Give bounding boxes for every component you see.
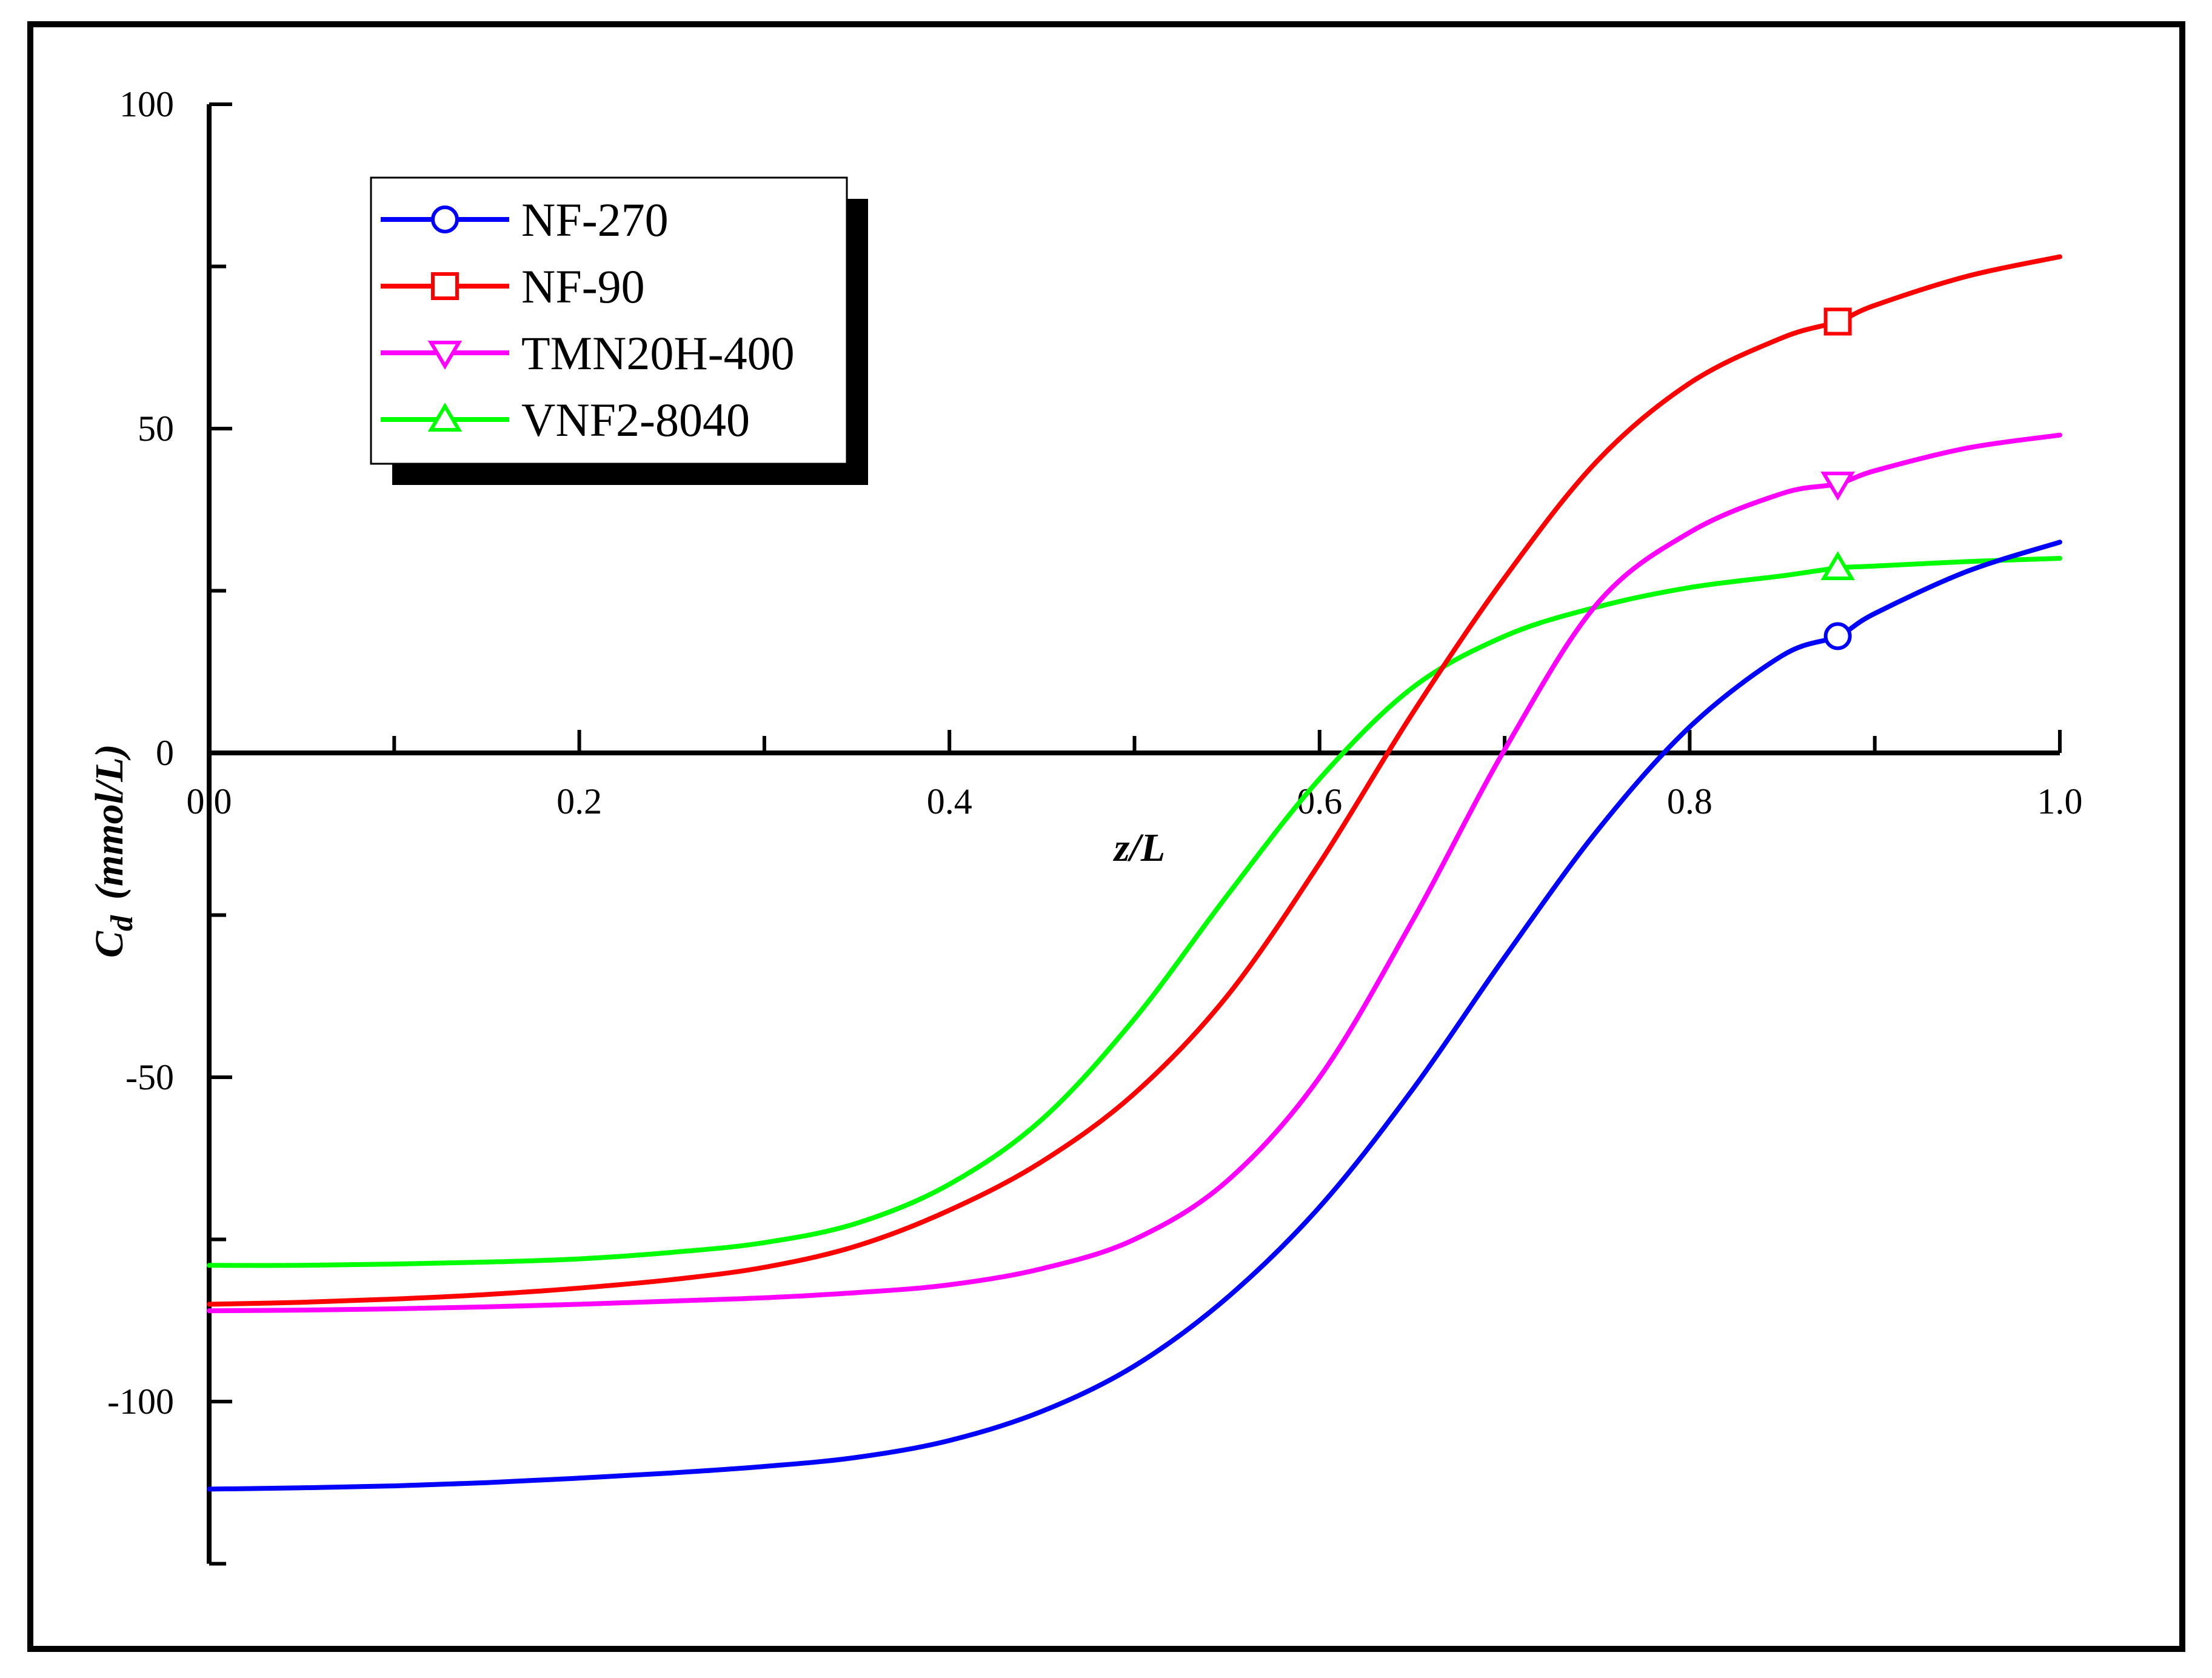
y-tick-label: 0 [156, 733, 174, 773]
series-nf-90 [207, 254, 2062, 1307]
y-tick-label: -100 [107, 1382, 174, 1422]
series-marker-vnf2-8040 [1820, 551, 1855, 581]
legend: NF-270 NF-90 TMN20H-400 VNF2-8040 [370, 176, 868, 485]
y-axis-title: Cd (mmol/L) [87, 744, 139, 958]
x-tick-label: 1.0 [2037, 781, 2083, 821]
legend-marker-vnf2-8040 [427, 403, 463, 432]
axes: 100 50 0 -50 -100 0.0 0.2 0.4 0.6 0.8 1.0 [107, 84, 2083, 1566]
legend-label-nf-90: NF-90 [521, 260, 645, 313]
legend-item-nf-270: NF-270 [381, 193, 669, 246]
series-marker-nf-270 [1823, 622, 1852, 650]
y-axis-title-units: (mmol/L) [87, 744, 132, 900]
y-axis-title-sub: d [105, 915, 139, 931]
legend-label-nf-270: NF-270 [521, 193, 669, 246]
x-axis-title: z/L [1113, 826, 1165, 870]
series-line-vnf2-8040 [207, 556, 2062, 1268]
series-line-nf-270 [207, 540, 2062, 1492]
legend-label-tmn20h-400: TMN20H-400 [521, 327, 795, 379]
legend-label-vnf2-8040: VNF2-8040 [521, 393, 750, 446]
chart-frame [27, 21, 2185, 1652]
series-layer [207, 254, 2062, 1492]
y-tick-label: 100 [119, 84, 174, 124]
legend-marker-tmn20h-400 [427, 341, 463, 370]
x-tick-label: 0.4 [927, 781, 972, 821]
x-tick-label: 0.6 [1297, 781, 1342, 821]
series-vnf2-8040 [207, 551, 2062, 1268]
legend-item-vnf2-8040: VNF2-8040 [381, 393, 750, 446]
y-axis-title-main: C [87, 931, 132, 958]
series-marker-nf-90 [1823, 307, 1852, 336]
series-line-tmn20h-400 [207, 432, 2062, 1314]
legend-item-tmn20h-400: TMN20H-400 [381, 327, 795, 379]
svg-text:Cd(mmol/L): Cd (mmol/L) [87, 744, 139, 958]
x-tick-label: 0.8 [1667, 781, 1712, 821]
series-tmn20h-400 [207, 432, 2062, 1314]
series-nf-270 [207, 540, 2062, 1492]
legend-items: NF-270 NF-90 TMN20H-400 VNF2-8040 [381, 193, 795, 446]
legend-marker-nf-90 [431, 272, 459, 300]
series-marker-tmn20h-400 [1820, 471, 1855, 501]
x-tick-label: 0.2 [556, 781, 602, 821]
legend-marker-nf-270 [431, 206, 459, 233]
legend-item-nf-90: NF-90 [381, 260, 645, 313]
y-tick-label: 50 [138, 409, 174, 449]
series-line-nf-90 [207, 254, 2062, 1307]
y-tick-label: -50 [125, 1057, 174, 1097]
x-tick-label: 0.0 [187, 781, 232, 821]
